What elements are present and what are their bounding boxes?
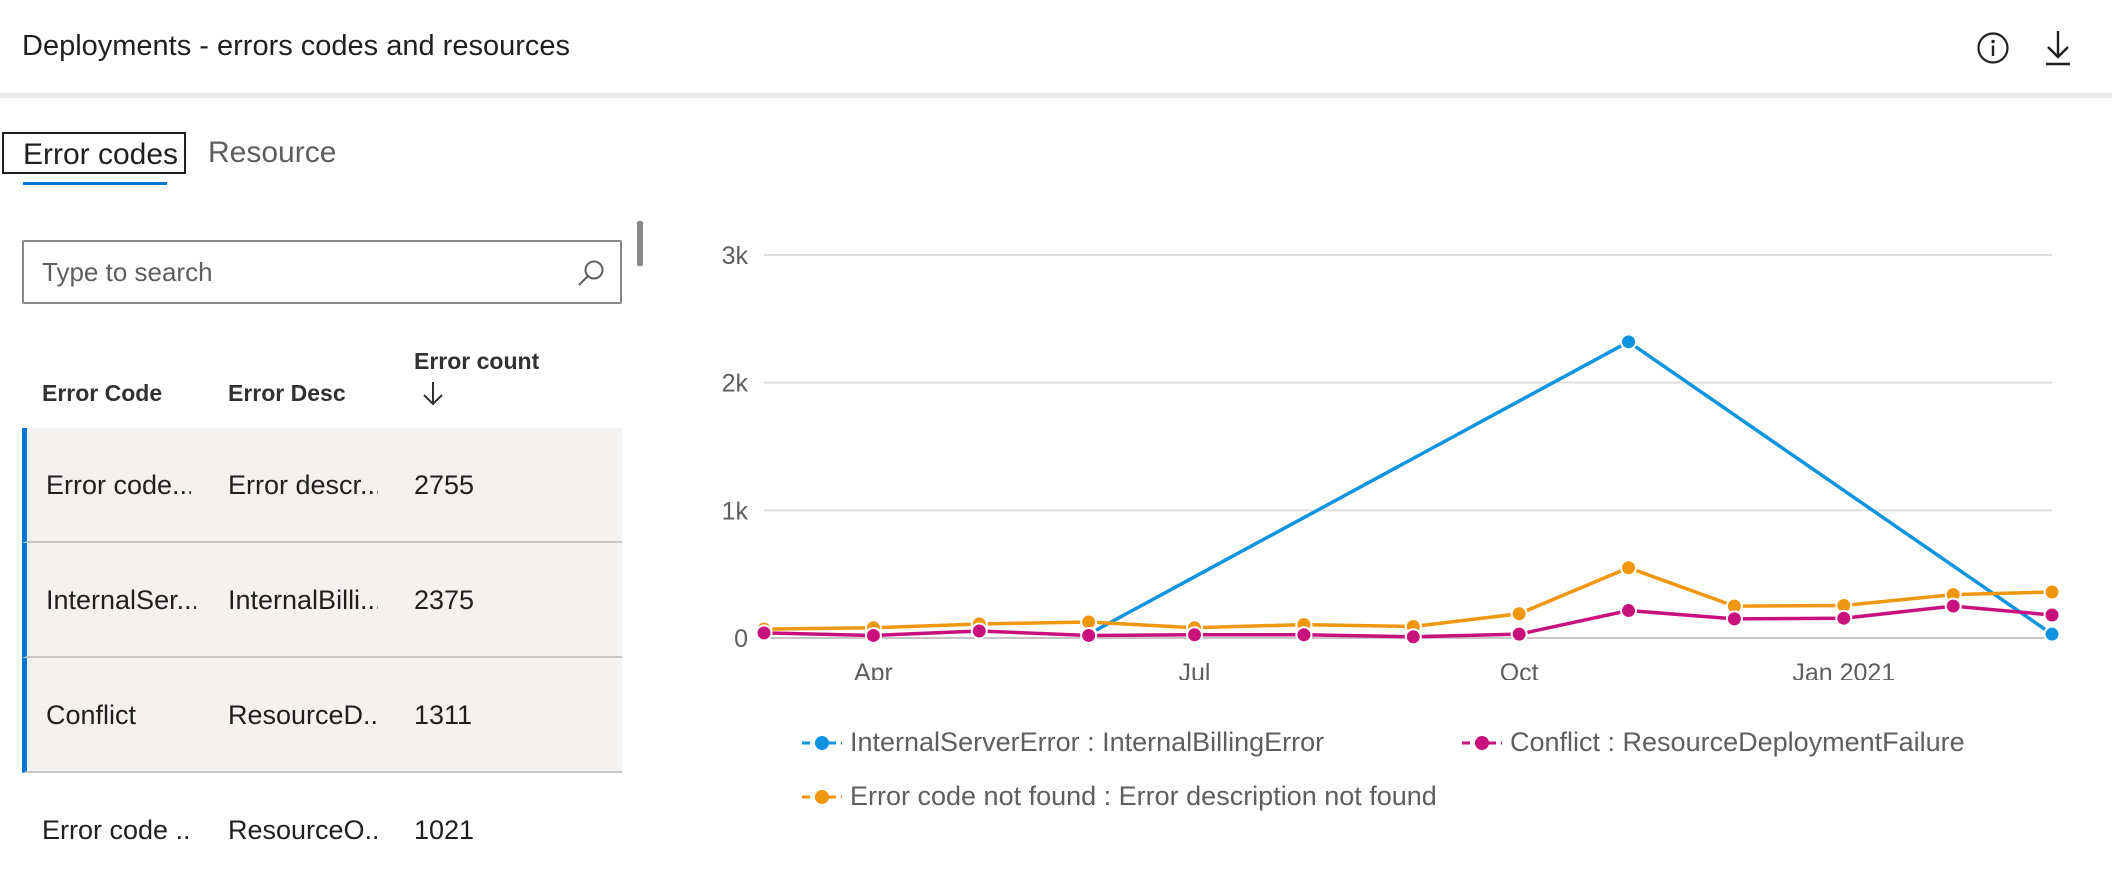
y-tick-label: 2k [722,370,749,398]
table-row[interactable]: InternalSer... InternalBilli... 2375 [22,543,622,658]
error-trend-chart: 0 1k 2k 3k Apr Jul Oct Jan 2021 InternalServerE… [700,210,2100,850]
cell-error-desc: ResourceD... [228,700,378,730]
tab-error-codes[interactable]: Error codes [2,132,186,185]
legend-item[interactable]: Conflict : ResourceDeploymentFailure [1460,727,1965,758]
cell-error-code: Error code... [46,470,191,500]
download-icon[interactable] [2038,26,2078,70]
data-point [2043,606,2061,624]
data-point [970,622,988,640]
cell-error-count: 2375 [414,585,475,615]
column-header-error-code[interactable]: Error Code [42,380,163,406]
data-point [1620,602,1638,620]
data-point [1404,628,1422,646]
data-point [1944,597,1962,615]
page-title: Deployments - errors codes and resources [22,30,571,62]
arrow-down-icon [421,380,445,413]
legend-swatch [802,789,842,804]
cell-error-count: 1021 [414,815,475,845]
legend-label: InternalServerError : InternalBillingErr… [850,727,1325,757]
search-input[interactable] [42,254,562,290]
data-point [1835,609,1853,627]
x-tick-label: Jul [1179,659,1211,680]
y-tick-label: 3k [722,242,749,270]
legend-item[interactable]: Error code not found : Error description… [800,781,1437,812]
cell-error-count: 1311 [414,700,473,730]
data-point [1510,625,1528,643]
cell-error-code: Conflict [46,700,137,730]
page-header: Deployments - errors codes and resources [0,0,2112,98]
data-point [755,624,773,642]
legend-swatch [802,735,842,750]
scrollbar[interactable] [637,221,643,266]
legend-label: Conflict : ResourceDeploymentFailure [1510,727,1965,757]
data-point [1186,626,1204,644]
data-point [1510,605,1528,623]
search-icon[interactable] [576,258,606,288]
tab-bar: Error codes Resource [0,132,700,188]
table-row[interactable]: Error code ... ResourceO... 1021 [22,773,622,888]
data-point [2043,583,2061,601]
cell-error-code: InternalSer... [46,585,196,615]
series-line [1087,339,2053,636]
x-tick-label: Jan 2021 [1792,659,1895,680]
legend-swatch [1462,735,1502,750]
cell-error-desc: InternalBilli... [228,585,378,615]
legend-label: Error code not found : Error description… [850,781,1437,811]
table-row[interactable]: Error code... Error descr... 2755 [22,428,622,543]
table-row[interactable]: Conflict ResourceD... 1311 [22,658,622,773]
cell-error-desc: ResourceO... [228,815,378,845]
x-tick-label: Apr [854,659,893,680]
data-point [1080,626,1098,644]
y-tick-label: 0 [734,625,748,653]
column-header-error-count[interactable]: Error count [414,348,540,374]
cell-error-count: 2755 [414,470,475,500]
data-point [1725,610,1743,628]
search-box [22,240,622,304]
data-point [1620,333,1638,351]
data-point [1295,626,1313,644]
column-header-error-desc[interactable]: Error Desc [228,380,346,406]
legend-item[interactable]: InternalServerError : InternalBillingErr… [800,727,1324,758]
data-point [864,626,882,644]
info-icon[interactable] [1973,26,2013,70]
line-chart: 0 1k 2k 3k Apr Jul Oct Jan 2021 [722,242,2061,687]
tab-resource[interactable]: Resource [208,136,337,169]
data-point [2043,625,2061,643]
data-point [1620,559,1638,577]
x-tick-label: Oct [1500,659,1539,680]
y-tick-label: 1k [722,497,749,525]
cell-error-code: Error code ... [42,815,192,845]
cell-error-desc: Error descr... [228,470,378,500]
